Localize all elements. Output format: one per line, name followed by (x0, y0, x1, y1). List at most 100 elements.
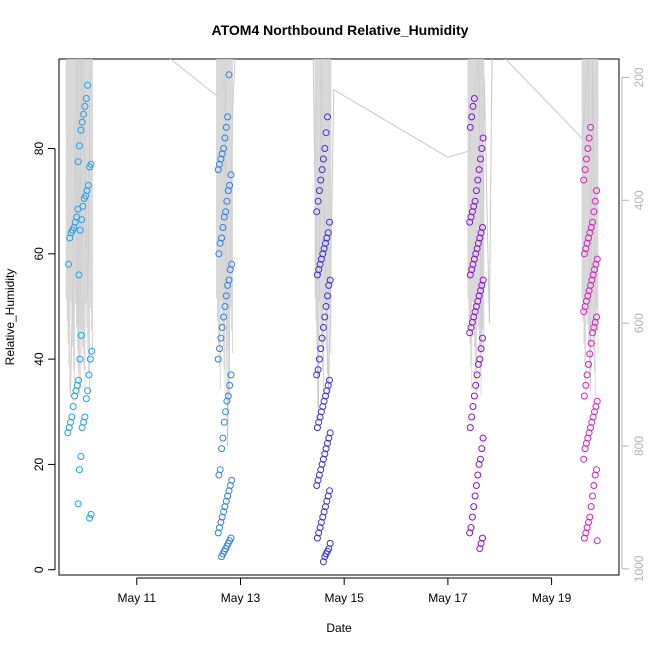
data-point (71, 218, 79, 226)
data-point (585, 429, 593, 437)
data-point (472, 482, 480, 489)
y-tick-label: 20 (32, 457, 46, 471)
data-point (224, 187, 232, 195)
data-point (87, 510, 95, 518)
data-point (226, 181, 234, 189)
x-axis-label: Date (326, 621, 352, 635)
data-point (83, 187, 91, 195)
data-point (319, 155, 327, 163)
data-point (218, 234, 226, 242)
data-point (227, 371, 235, 379)
data-point (581, 445, 589, 453)
chart-title: ATOM4 Northbound Relative_Humidity (212, 22, 469, 38)
data-point (326, 276, 334, 284)
data-point (467, 524, 475, 532)
data-point (589, 413, 597, 421)
data-point (219, 224, 227, 231)
data-point (69, 403, 77, 410)
data-point (590, 324, 598, 331)
data-point (315, 355, 323, 363)
data-point (468, 113, 476, 121)
data-point (85, 371, 93, 379)
data-point (76, 355, 84, 363)
data-point (223, 397, 231, 405)
data-point (228, 260, 236, 268)
data-point (466, 218, 474, 226)
data-point (323, 234, 331, 242)
data-point (326, 376, 333, 384)
data-point (324, 381, 332, 389)
data-point (319, 324, 327, 331)
data-point (216, 466, 224, 474)
data-point (321, 313, 329, 321)
data-point (591, 197, 599, 205)
data-point (220, 313, 228, 321)
data-point (593, 466, 600, 474)
data-point (478, 445, 486, 453)
data-point (216, 345, 223, 353)
data-point (589, 492, 596, 500)
data-point (75, 376, 83, 384)
data-point (585, 134, 593, 142)
data-point (223, 197, 231, 205)
data-point (592, 260, 600, 268)
data-point (68, 413, 76, 421)
data-point (317, 176, 325, 184)
data-point (217, 518, 225, 526)
data-point (77, 126, 85, 134)
data-point (64, 429, 72, 437)
data-point (77, 331, 85, 339)
data-point (314, 366, 322, 374)
data-point (472, 187, 480, 195)
data-point (314, 476, 322, 484)
data-point (224, 113, 232, 121)
data-point (467, 324, 475, 331)
data-point (224, 492, 232, 500)
data-point (475, 292, 483, 300)
data-point (479, 134, 487, 142)
data-point (476, 234, 484, 242)
data-point (319, 558, 327, 566)
data-point (227, 534, 235, 542)
data-point (476, 355, 484, 363)
scatter-points-layer (64, 71, 601, 566)
data-point (222, 408, 230, 416)
data-point (228, 476, 236, 484)
data-point (214, 355, 222, 363)
data-point (580, 176, 588, 184)
data-point (580, 250, 588, 258)
data-point (468, 413, 476, 421)
data-point (324, 492, 332, 500)
data-point (584, 145, 592, 152)
data-point (317, 345, 325, 353)
data-point (583, 371, 591, 379)
data-point (221, 303, 229, 310)
data-point (217, 334, 225, 342)
data-point (220, 145, 228, 152)
data-point (475, 166, 483, 174)
data-point (222, 292, 230, 300)
data-point (81, 413, 89, 421)
data-point (326, 487, 333, 495)
y2-tick-label: 600 (632, 313, 646, 333)
data-point (316, 260, 324, 268)
secondary-line (69, 59, 597, 447)
data-point (470, 202, 478, 210)
data-point (469, 260, 477, 268)
data-point (73, 381, 81, 389)
data-point (74, 158, 82, 166)
y-axis-label: Relative_Humidity (3, 269, 17, 366)
data-point (225, 276, 233, 284)
data-point (324, 229, 332, 237)
y2-tick-label: 1000 (632, 555, 646, 582)
data-point (218, 445, 226, 453)
data-point (477, 155, 484, 163)
data-point (321, 145, 329, 152)
data-point (88, 347, 96, 355)
data-point (326, 539, 334, 547)
secondary-line-layer (65, 59, 599, 447)
data-point (585, 234, 592, 242)
data-point (222, 123, 230, 131)
data-point (584, 292, 592, 300)
data-point (473, 371, 481, 379)
